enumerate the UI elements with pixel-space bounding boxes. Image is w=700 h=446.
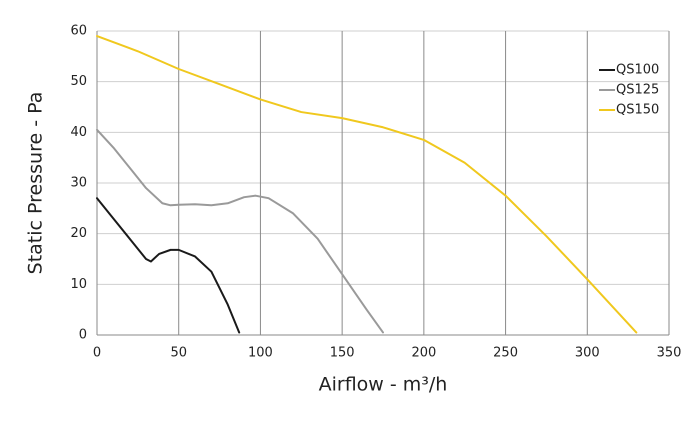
x-tick-label: 250 xyxy=(493,346,518,361)
x-tick-label: 350 xyxy=(657,346,682,361)
y-tick-label: 60 xyxy=(70,24,87,39)
x-axis-label: Airflow - m³/h xyxy=(319,374,448,396)
series-line xyxy=(96,197,241,334)
legend-text: QS125 xyxy=(616,83,659,98)
x-tick-label: 0 xyxy=(93,346,101,361)
series-line xyxy=(96,128,384,334)
y-tick-label: 20 xyxy=(70,226,87,241)
legend-text: QS150 xyxy=(616,103,659,118)
x-tick-label: 50 xyxy=(170,346,187,361)
x-tick-label: 200 xyxy=(411,346,436,361)
x-tick-label: 300 xyxy=(575,346,600,361)
legend-text: QS100 xyxy=(616,63,659,78)
y-axis-label: Static Pressure - Pa xyxy=(25,92,47,275)
y-tick-label: 10 xyxy=(70,277,87,292)
x-tick-label: 100 xyxy=(248,346,273,361)
series-line xyxy=(96,35,638,334)
x-tick-label: 150 xyxy=(330,346,355,361)
y-tick-label: 40 xyxy=(70,125,87,140)
y-tick-label: 50 xyxy=(70,74,87,89)
y-tick-label: 30 xyxy=(70,176,87,191)
y-tick-label: 0 xyxy=(79,328,87,343)
